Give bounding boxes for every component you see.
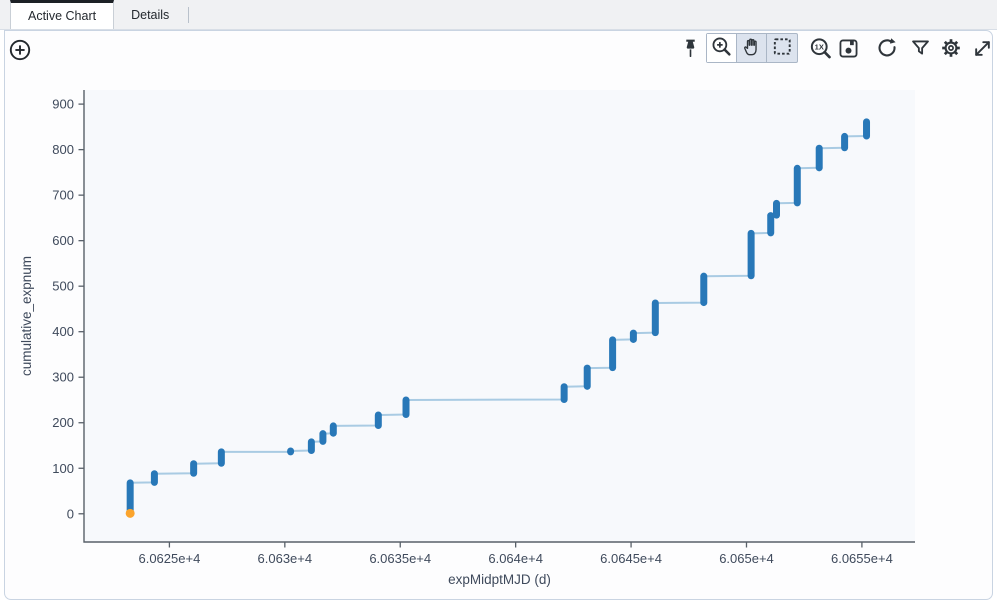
select-area-icon xyxy=(771,35,794,61)
x-axis-title: expMidptMJD (d) xyxy=(448,572,551,587)
add-chart-button[interactable] xyxy=(6,36,34,64)
zoom-original-button[interactable]: 1X xyxy=(806,34,834,62)
y-tick-label: 300 xyxy=(52,370,74,385)
tab-bar: Active Chart Details xyxy=(0,0,997,30)
tab-active-chart-label: Active Chart xyxy=(28,9,97,23)
y-tick-label: 200 xyxy=(52,415,74,430)
y-tick-label: 500 xyxy=(52,279,74,294)
pin-chart-button[interactable] xyxy=(676,34,704,62)
y-tick-label: 600 xyxy=(52,233,74,248)
expand-icon xyxy=(971,37,994,60)
tab-separator xyxy=(188,6,190,23)
y-tick-label: 100 xyxy=(52,461,74,476)
y-tick-label: 800 xyxy=(52,142,74,157)
zoom-in-tool-button[interactable] xyxy=(707,34,737,62)
select-area-tool-button[interactable] xyxy=(767,34,797,62)
filter-icon xyxy=(909,37,932,60)
x-tick-label: 6.0645e+4 xyxy=(600,551,662,566)
save-icon xyxy=(837,37,860,60)
highlighted-point xyxy=(125,508,135,518)
add-chart-icon xyxy=(8,38,32,62)
pan-tool-button[interactable] xyxy=(737,34,767,62)
x-tick-label: 6.063e+4 xyxy=(258,551,313,566)
y-tick-label: 0 xyxy=(67,506,74,521)
expand-chart-button[interactable] xyxy=(968,34,996,62)
zoom-in-icon xyxy=(710,35,733,61)
save-chart-button[interactable] xyxy=(834,34,862,62)
y-tick-label: 900 xyxy=(52,97,74,112)
zoom-1x-label: 1X xyxy=(814,42,823,51)
settings-icon xyxy=(939,36,963,60)
tab-details[interactable]: Details xyxy=(114,0,186,29)
y-tick-label: 700 xyxy=(52,188,74,203)
restore-icon xyxy=(875,36,899,60)
zoom-tool-group xyxy=(706,33,798,63)
restore-chart-button[interactable] xyxy=(873,34,901,62)
x-tick-label: 6.0635e+4 xyxy=(369,551,431,566)
zoom-original-icon: 1X xyxy=(808,36,833,61)
filter-chart-button[interactable] xyxy=(906,34,934,62)
x-tick-label: 6.065e+4 xyxy=(719,551,774,566)
y-axis-title: cumulative_expnum xyxy=(19,256,34,376)
tab-details-label: Details xyxy=(131,7,170,22)
y-tick-label: 400 xyxy=(52,324,74,339)
pan-hand-icon xyxy=(741,36,763,61)
x-tick-label: 6.0625e+4 xyxy=(138,551,200,566)
chart-settings-button[interactable] xyxy=(937,34,965,62)
pin-icon xyxy=(679,37,702,60)
tab-active-chart[interactable]: Active Chart xyxy=(10,0,115,29)
x-tick-label: 6.064e+4 xyxy=(488,551,543,566)
x-tick-label: 6.0655e+4 xyxy=(831,551,893,566)
plot-background xyxy=(84,90,915,542)
